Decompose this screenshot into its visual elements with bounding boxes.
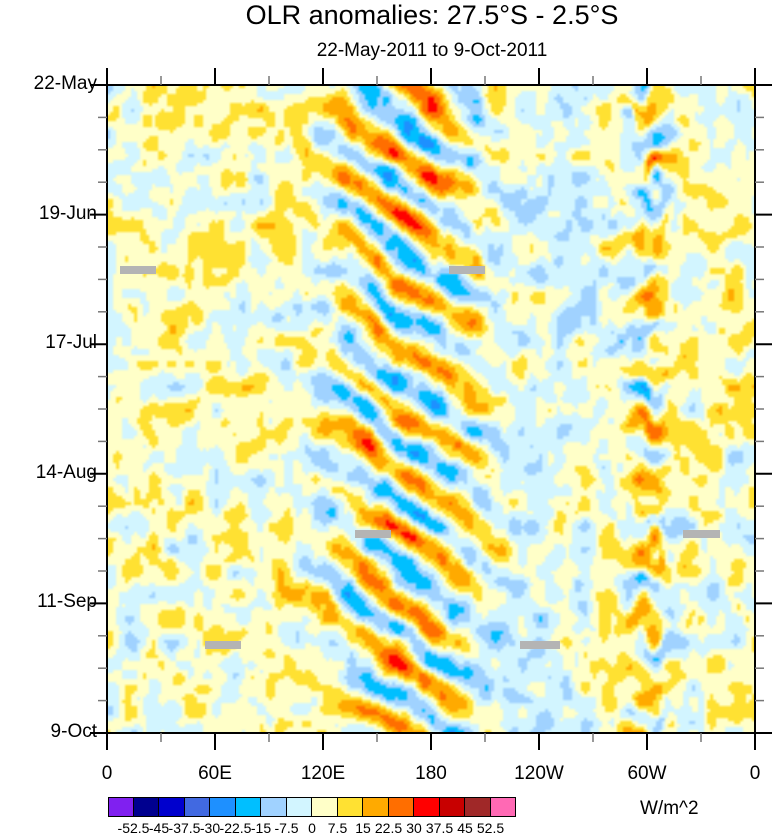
missing-data-bar: [683, 530, 720, 538]
y-tick-label: 9-Oct: [50, 721, 97, 742]
colorbar-units: W/m^2: [640, 798, 699, 819]
y-tick-label: 17-Jul: [45, 332, 97, 354]
colorbar-label: -30: [199, 820, 221, 836]
colorbar-label: 52.5: [476, 820, 505, 836]
colorbar-label: -15: [250, 820, 272, 836]
colorbar-label: 45: [457, 820, 473, 836]
colorbar-label: -7.5: [274, 820, 299, 836]
y-tick-label: 14-Aug: [35, 461, 97, 483]
colorbar-swatch: [414, 797, 440, 817]
missing-data-bar: [520, 641, 560, 649]
colorbar-label: 0: [308, 820, 316, 836]
colorbar-swatch: [108, 797, 134, 817]
colorbar-swatch: [363, 797, 389, 817]
x-tick-label: 120W: [514, 763, 564, 784]
colorbar-swatch: [490, 797, 516, 817]
colorbar-label: -52.5: [117, 820, 150, 836]
colorbar-label: 22.5: [374, 820, 403, 836]
missing-data-bar: [205, 641, 241, 649]
x-tick-label: 120E: [300, 763, 346, 784]
colorbar-swatch: [439, 797, 465, 817]
colorbar-swatch: [184, 797, 210, 817]
x-tick-label: 60W: [627, 763, 667, 784]
colorbar-swatch: [133, 797, 159, 817]
chart-subtitle: 22-May-2011 to 9-Oct-2011: [316, 40, 548, 61]
x-tick-label: 180: [415, 763, 447, 784]
y-tick-label: 19-Jun: [38, 202, 97, 224]
missing-data-bar: [120, 266, 156, 274]
colorbar-label: 37.5: [425, 820, 454, 836]
y-tick-label: 22-May: [33, 73, 97, 94]
colorbar-label: 7.5: [327, 820, 348, 836]
plot-frame: [106, 84, 756, 734]
colorbar-swatch: [159, 797, 185, 817]
colorbar-swatch: [286, 797, 312, 817]
hovmoller-field: [107, 85, 755, 733]
x-tick-label: 0: [101, 763, 113, 784]
colorbar-swatch: [465, 797, 491, 817]
colorbar-swatch: [337, 797, 363, 817]
colorbar-label: -37.5: [168, 820, 201, 836]
chart-title: OLR anomalies: 27.5°S - 2.5°S: [245, 0, 619, 30]
colorbar-swatch: [210, 797, 236, 817]
colorbar-swatch: [388, 797, 414, 817]
colorbar-label: 15: [355, 820, 371, 836]
colorbar-label: -45: [148, 820, 170, 836]
x-tick-label: 0: [749, 763, 761, 784]
colorbar-swatch: [261, 797, 287, 817]
colorbar-swatch: [312, 797, 338, 817]
y-tick-label: 11-Sep: [37, 591, 97, 613]
missing-data-bar: [355, 530, 391, 538]
x-tick-label: 60E: [198, 763, 232, 784]
colorbar-swatch: [235, 797, 261, 817]
colorbar-label: 30: [406, 820, 422, 836]
colorbar-label: -22.5: [219, 820, 252, 836]
missing-data-bar: [449, 266, 485, 274]
